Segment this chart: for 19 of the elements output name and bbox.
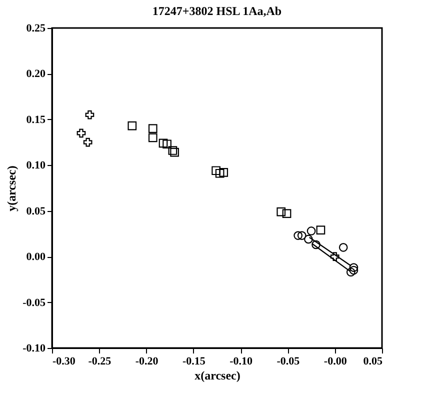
y-tick-label: 0.25 — [26, 22, 46, 34]
y-tick-label: -0.05 — [22, 296, 46, 309]
y-tick-label: 0.00 — [26, 251, 46, 264]
y-tick-label: 0.10 — [26, 160, 46, 172]
x-tick-label: -0.20 — [135, 356, 159, 368]
x-tick-label: -0.05 — [276, 356, 300, 368]
y-tick-label: 0.05 — [26, 205, 46, 218]
y-tick-label: 0.15 — [26, 114, 46, 126]
x-tick-label: -0.25 — [88, 356, 112, 368]
x-tick-label: -0.10 — [230, 356, 254, 368]
y-axis-title: y(arcsec) — [4, 166, 19, 212]
y-tick-label: -0.10 — [22, 342, 46, 354]
x-tick-label: -0.15 — [182, 356, 206, 368]
y-tick-label: 0.20 — [26, 68, 46, 80]
chart-title: 17247+3802 HSL 1Aa,Ab — [152, 4, 282, 18]
x-tick-label: -0.00 — [324, 356, 348, 368]
x-tick-label: -0.30 — [52, 356, 76, 368]
x-axis-title: x(arcsec) — [194, 368, 240, 382]
x-tick-label: 0.05 — [363, 356, 383, 368]
